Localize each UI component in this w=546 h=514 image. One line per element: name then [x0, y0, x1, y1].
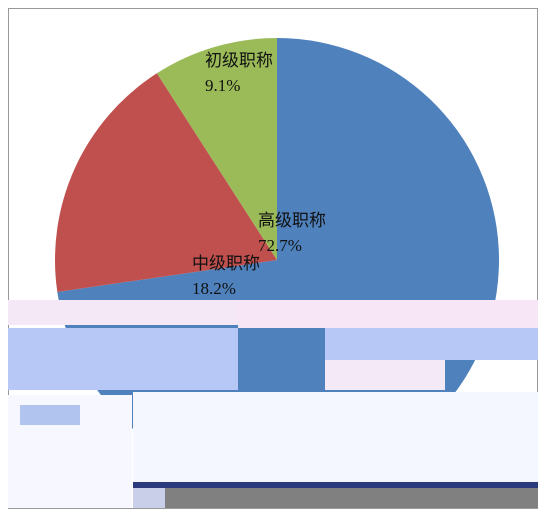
glitch-band — [325, 328, 538, 360]
slice-value-label: 18.2% — [192, 279, 236, 298]
glitch-band — [325, 360, 445, 390]
slice-label: 中级职称 — [192, 254, 260, 273]
glitch-band — [8, 328, 238, 390]
slice-value-label: 9.1% — [205, 76, 240, 95]
glitch-band — [8, 300, 248, 325]
glitch-band — [20, 405, 80, 425]
labels: 高级职称 72.7%中级职称 18.2% 初级职称 9.1% — [192, 51, 326, 298]
glitch-band — [165, 488, 538, 508]
slice-label: 高级职称 — [258, 211, 326, 230]
slice-label: 初级职称 — [205, 51, 273, 70]
glitch-band — [133, 392, 538, 482]
glitch-band — [133, 482, 538, 488]
render-glitch — [8, 300, 538, 508]
pie-slice — [156, 38, 277, 260]
slice-value-label: 72.7% — [258, 236, 302, 255]
pie-slice — [55, 73, 278, 292]
glitch-band — [238, 300, 538, 328]
glitch-band — [133, 488, 165, 508]
